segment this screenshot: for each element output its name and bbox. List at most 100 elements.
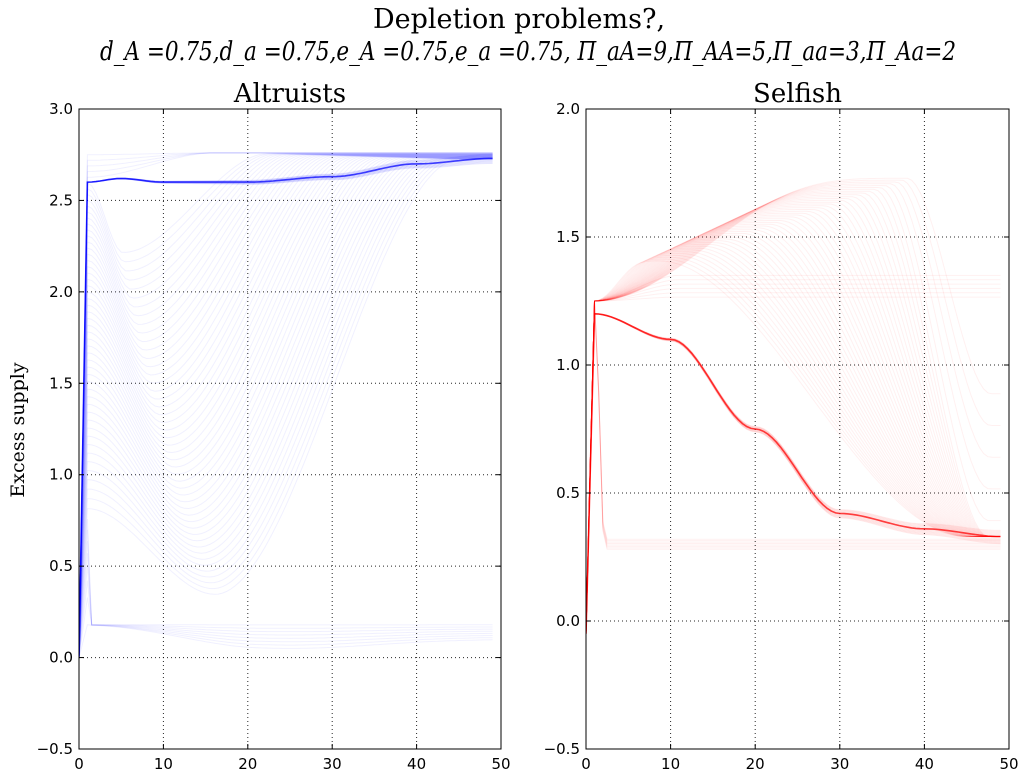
y-tick-label: 0.0 [556,612,580,630]
series-line [586,292,1001,634]
series-line [79,156,493,658]
series-line [79,154,493,658]
figure-subtitle: d_A =0.75,d_a =0.75,e_A =0.75,e_a =0.75,… [100,37,956,67]
series-line [586,296,1001,634]
series-line [79,153,493,658]
series-line [79,154,493,658]
series-line [79,152,493,658]
converged-series-line [586,313,1001,634]
series-line [586,236,1001,634]
converged-series-line [586,313,1001,634]
series-line [586,300,1001,634]
series-line [586,194,1001,634]
series-line [586,223,1001,634]
series-line [79,541,493,658]
converged-series-line [586,313,1001,634]
series-line [586,225,1001,634]
series-line [79,157,493,658]
series-line [586,227,1001,634]
series-line [586,300,1001,634]
series-line [79,157,493,658]
series-line [586,300,1001,634]
series-line [79,580,493,658]
series-line [79,154,493,658]
series-line [586,240,1001,634]
converged-series-line [79,154,493,658]
series-line [586,242,1001,634]
series-line [586,279,1001,634]
plot-frame [585,108,1010,750]
series-line [586,181,1001,634]
series-line [586,253,1001,634]
x-tick-label: 20 [238,755,257,773]
series-line [586,201,1001,634]
x-tick-label: 50 [999,755,1018,773]
series-line [586,188,1001,634]
series-line [79,153,493,658]
series-line [586,190,1001,634]
y-tick-label: 1.0 [556,356,580,374]
series-line [586,300,1001,634]
converged-series-line [586,312,1001,634]
series-line [79,157,493,658]
converged-series-line [586,313,1001,634]
series-line [79,154,493,658]
series-line [586,287,1001,634]
series-line [79,156,493,658]
figure-title: Depletion problems?, [373,4,665,35]
series-line [79,157,493,658]
series-line [586,179,1001,634]
series-line [586,185,1001,634]
x-tick-label: 50 [491,755,510,773]
x-tick-label: 0 [74,755,84,773]
x-tick-label: 0 [581,755,591,773]
series-line [79,156,493,658]
series-line [79,157,493,658]
y-tick-label: 0.5 [49,557,73,575]
series-line [79,152,493,658]
y-tick-label: 0.5 [556,484,580,502]
series-line [79,155,493,658]
series-line [79,156,493,658]
series-line [79,518,493,658]
converged-series-line [586,313,1001,634]
series-line [79,624,493,658]
converged-series-line [79,163,493,658]
x-tick-label: 30 [830,755,849,773]
y-tick-label: 1.0 [49,466,73,484]
converged-series-line [79,153,493,658]
converged-series-line [79,157,493,658]
series-line [586,218,1001,634]
series-line [586,300,1001,634]
series-line [79,157,493,658]
x-tick-label: 10 [154,755,173,773]
series-line [586,220,1001,634]
series-line [79,157,493,658]
y-tick-label: 2.0 [49,283,73,301]
series-line [79,156,493,658]
x-tick-label: 20 [746,755,765,773]
converged-series-line [586,313,1001,634]
series-line [79,152,493,658]
series-line [79,158,493,658]
panel-title: Altruists [233,79,346,109]
series-line [79,597,493,658]
series-line [79,152,493,658]
series-line [79,155,493,658]
series-line [79,566,493,658]
y-tick-label: 2.5 [49,191,73,209]
series-line [79,158,493,658]
series-line [79,152,493,658]
series-line [586,214,1001,634]
series-line [586,209,1001,634]
series-line [586,205,1001,634]
series-line [586,251,1001,634]
series-line [79,155,493,658]
series-line [79,156,493,658]
converged-series-line [586,313,1001,634]
converged-series-line [79,156,493,658]
series-line [586,207,1001,634]
series-line [79,153,493,658]
series-line [586,221,1001,634]
series-line [586,260,1001,634]
